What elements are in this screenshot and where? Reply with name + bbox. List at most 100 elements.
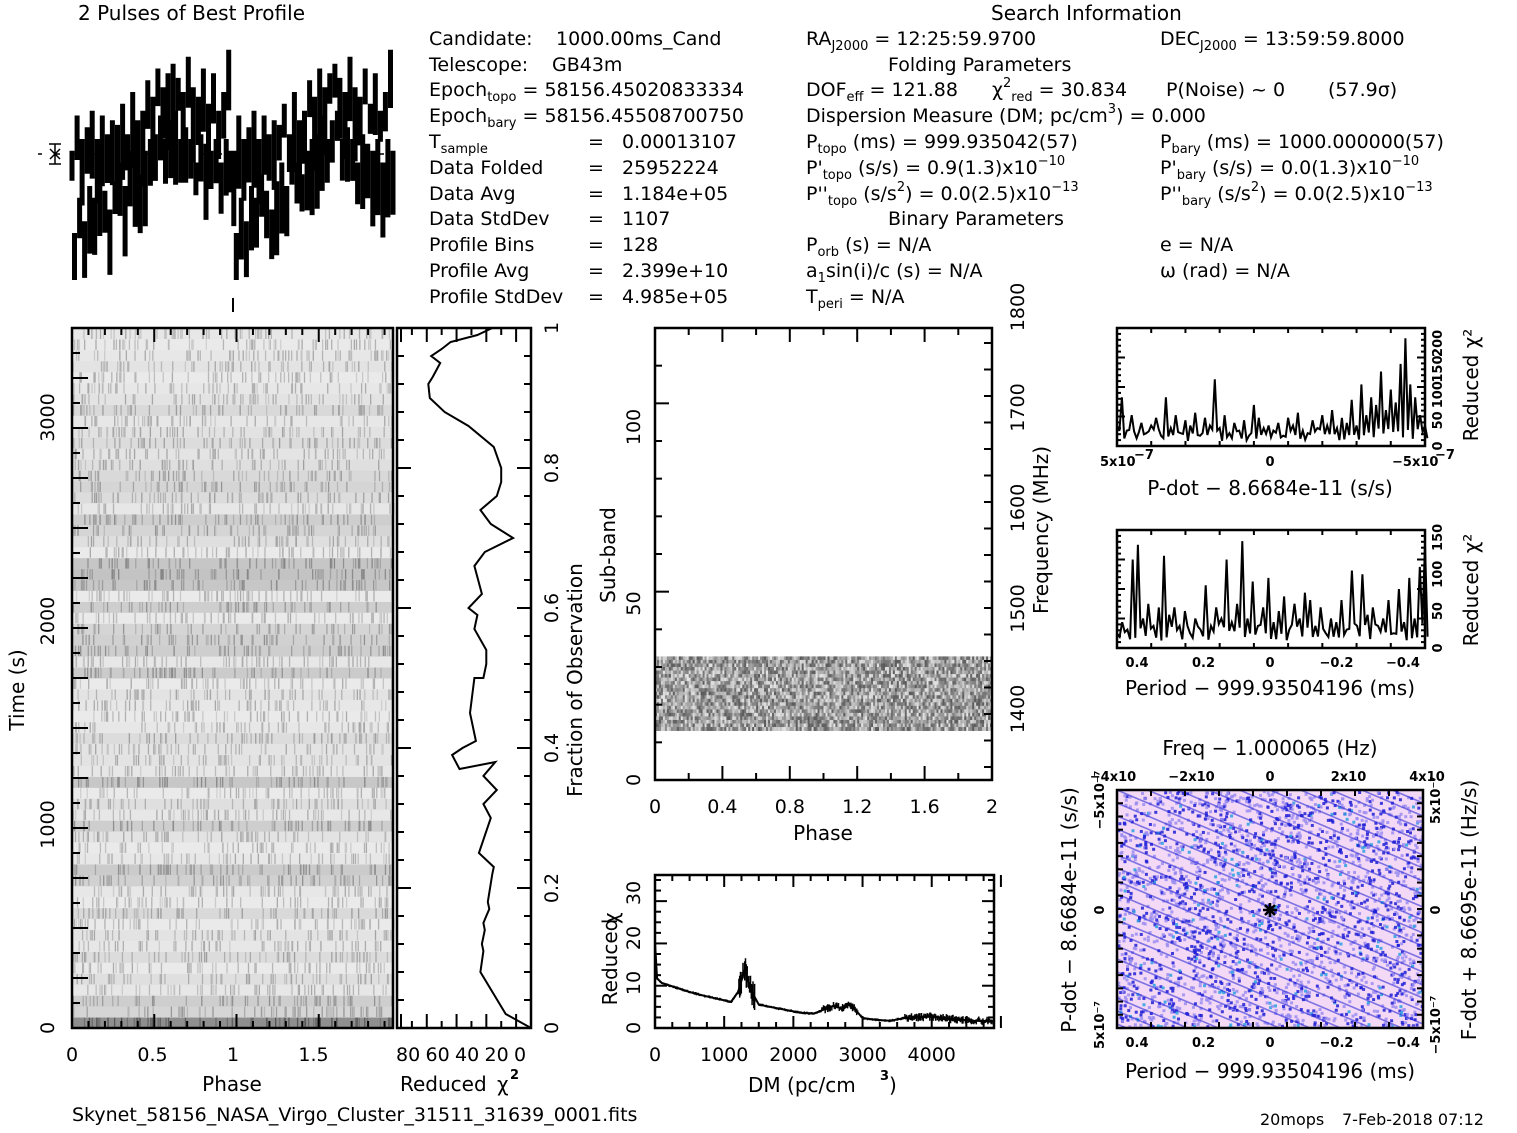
- heatmap-cell: [363, 415, 365, 427]
- heatmap-cell: [708, 667, 711, 671]
- heatmap-cell: [115, 645, 117, 657]
- heatmap-cell: [122, 863, 124, 875]
- heatmap-cell: [193, 688, 195, 700]
- heatmap-cell: [162, 590, 164, 602]
- heatmap-cell: [103, 535, 105, 547]
- heatmap-cell: [366, 710, 368, 722]
- heatmap-cell: [202, 874, 204, 886]
- heatmap-cell: [750, 667, 753, 671]
- heatmap-cell: [952, 659, 955, 664]
- heatmap-cell: [159, 492, 162, 503]
- heatmap-cell: [225, 623, 227, 635]
- heatmap-cell: [166, 459, 168, 471]
- heatmap-cell: [324, 885, 327, 897]
- heatmap-cell: [390, 426, 392, 438]
- heatmap-cell: [167, 863, 170, 875]
- heatmap-cell: [82, 995, 84, 1007]
- heatmap-cell: [381, 371, 384, 383]
- heatmap-cell: [98, 809, 101, 821]
- heatmap-cell: [339, 973, 341, 985]
- heatmap-cell: [336, 481, 339, 493]
- heatmap-cell: [261, 842, 263, 853]
- heatmap-cell: [355, 492, 357, 503]
- heatmap-cell: [254, 929, 257, 941]
- heatmap-cell: [261, 612, 263, 624]
- heatmap-cell: [102, 382, 104, 394]
- heatmap-cell: [303, 448, 305, 460]
- heatmap-cell: [952, 667, 955, 671]
- heatmap-cell: [922, 667, 925, 671]
- heatmap-cell: [213, 874, 215, 886]
- heatmap-cell: [986, 663, 989, 668]
- heatmap-cell: [827, 670, 830, 675]
- heatmap-cell: [284, 601, 286, 613]
- heatmap-cell: [762, 656, 765, 661]
- heatmap-cell: [282, 951, 285, 963]
- heatmap-cell: [286, 699, 288, 711]
- ra: RAJ2000 = 12:25:59.9700: [806, 28, 1037, 54]
- heatmap-cell: [227, 634, 229, 646]
- heatmap-cell: [672, 670, 676, 675]
- heatmap-cell: [98, 798, 100, 810]
- heatmap-cell: [172, 754, 175, 766]
- heatmap-cell: [704, 656, 707, 661]
- t-sample-label: Tsample: [429, 131, 488, 157]
- heatmap-cell: [99, 328, 102, 339]
- heatmap-cell: [353, 1006, 355, 1018]
- heatmap-cell: [150, 481, 152, 493]
- heatmap-cell: [287, 360, 289, 372]
- heatmap-cell: [373, 743, 375, 755]
- heatmap-cell: [736, 663, 739, 668]
- heatmap-cell: [256, 382, 258, 394]
- heatmap-cell: [766, 663, 769, 668]
- heatmap-cell: [174, 426, 176, 438]
- heatmap-cell: [174, 765, 177, 777]
- heatmap-cell: [165, 601, 167, 613]
- heatmap-cell: [358, 328, 361, 339]
- heatmap-cell: [300, 754, 303, 766]
- heatmap-cell: [133, 415, 135, 427]
- telescope-value: GB43m: [552, 54, 623, 76]
- heatmap-cell: [712, 656, 715, 661]
- heatmap-cell: [251, 382, 254, 394]
- heatmap-cell: [74, 809, 77, 821]
- heatmap-cell: [229, 951, 231, 963]
- heatmap-cell: [233, 656, 235, 668]
- heatmap-cell: [256, 809, 258, 821]
- heatmap-cell: [322, 809, 324, 821]
- heatmap-cell: [358, 809, 360, 821]
- heatmap-cell: [122, 338, 124, 350]
- heatmap-cell: [368, 820, 370, 832]
- heatmap-cell: [164, 776, 166, 788]
- heatmap-cell: [815, 663, 818, 668]
- heatmap-cell: [296, 393, 298, 405]
- heatmap-cell: [268, 699, 270, 711]
- heatmap-row: [72, 645, 393, 657]
- heatmap-cell: [108, 448, 111, 460]
- heatmap-cell: [187, 349, 190, 361]
- heatmap-cell: [135, 623, 137, 635]
- heatmap-cell: [99, 481, 101, 493]
- heatmap-cell: [252, 765, 254, 777]
- heatmap-cell: [233, 393, 235, 405]
- heatmap-cell: [188, 634, 190, 646]
- heatmap-cell: [340, 601, 342, 613]
- error-bar-icon: [49, 143, 61, 165]
- heatmap-cell: [260, 492, 262, 503]
- heatmap-cell: [841, 670, 844, 675]
- heatmap-cell: [227, 382, 229, 394]
- heatmap-cell: [378, 896, 380, 908]
- heatmap-cell: [74, 951, 77, 963]
- heatmap-cell: [670, 659, 674, 664]
- heatmap-cell: [345, 842, 348, 853]
- heatmap-cell: [172, 820, 175, 832]
- heatmap-cell: [326, 623, 328, 635]
- heatmap-cell: [260, 699, 262, 711]
- heatmap-cell: [224, 907, 226, 919]
- heatmap-cell: [89, 995, 91, 1007]
- heatmap-cell: [678, 659, 682, 664]
- heatmap-cell: [370, 863, 373, 875]
- heatmap-cell: [169, 809, 172, 821]
- heatmap-cell: [369, 951, 371, 963]
- heatmap-cell: [382, 984, 384, 996]
